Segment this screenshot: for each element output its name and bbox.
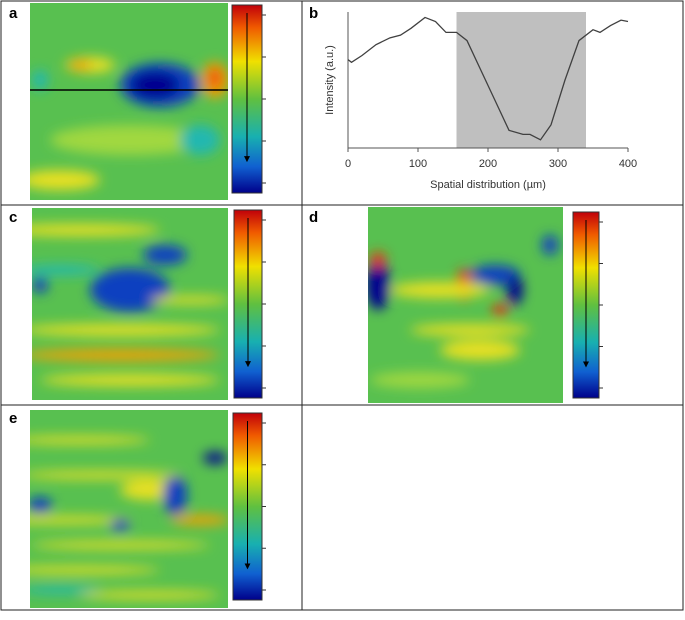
heat-blob bbox=[32, 324, 220, 336]
heat-blob bbox=[30, 516, 130, 524]
heat-blob bbox=[110, 519, 130, 531]
panel-label: c bbox=[9, 209, 17, 226]
x-tick-label: 100 bbox=[409, 158, 427, 170]
heatmap bbox=[30, 410, 228, 608]
heatmap-blobs bbox=[30, 57, 228, 190]
heatmap-bg bbox=[30, 3, 228, 200]
heat-blob bbox=[203, 452, 227, 464]
x-tick-label: 300 bbox=[549, 158, 567, 170]
heatmap-blobs bbox=[368, 235, 558, 388]
heatmap-blobs bbox=[30, 436, 228, 599]
heat-blob bbox=[68, 60, 92, 70]
heat-blob bbox=[370, 372, 470, 388]
heat-blob bbox=[40, 374, 220, 386]
heat-blob bbox=[150, 296, 228, 304]
heat-blob bbox=[507, 275, 523, 305]
heat-blob bbox=[163, 475, 187, 515]
x-axis-label: Spatial distribution (µm) bbox=[430, 179, 546, 191]
heatmap-blobs bbox=[32, 224, 228, 386]
heatmap bbox=[30, 3, 228, 200]
panel-label: b bbox=[309, 5, 318, 22]
heat-blob bbox=[32, 224, 160, 236]
x-tick-label: 0 bbox=[345, 158, 351, 170]
heat-blob bbox=[470, 265, 520, 285]
heat-blob bbox=[542, 235, 558, 255]
heat-blob bbox=[370, 252, 386, 268]
x-tick-label: 400 bbox=[619, 158, 637, 170]
heat-blob bbox=[180, 125, 220, 155]
heat-blob bbox=[32, 70, 48, 90]
heatmap bbox=[32, 208, 228, 400]
heat-blob bbox=[30, 471, 180, 479]
heat-blob bbox=[143, 245, 187, 265]
heat-blob bbox=[80, 591, 220, 599]
heat-blob bbox=[492, 304, 508, 316]
heat-blob bbox=[50, 125, 210, 155]
heat-blob bbox=[130, 71, 180, 99]
heatmap bbox=[368, 207, 563, 403]
heatmap-bg bbox=[368, 207, 563, 403]
heat-blob bbox=[30, 436, 150, 444]
heat-blob bbox=[30, 586, 100, 594]
heat-blob bbox=[30, 497, 52, 513]
heat-blob bbox=[390, 282, 490, 298]
heat-blob bbox=[440, 340, 520, 360]
heat-blob bbox=[30, 566, 160, 574]
x-tick-label: 200 bbox=[479, 158, 497, 170]
y-axis-label: Intensity (a.u.) bbox=[324, 45, 336, 115]
shaded-region bbox=[456, 12, 586, 148]
panel-label: e bbox=[9, 410, 17, 427]
heat-blob bbox=[30, 541, 210, 549]
heat-blob bbox=[410, 324, 530, 336]
heat-blob bbox=[30, 170, 100, 190]
intensity-line bbox=[347, 16, 629, 141]
panel-label: a bbox=[9, 5, 18, 22]
heat-blob bbox=[32, 349, 220, 361]
panel-label: d bbox=[309, 209, 318, 226]
heat-blob bbox=[368, 260, 390, 310]
heat-blob bbox=[32, 265, 100, 275]
heat-blob bbox=[170, 515, 228, 525]
heat-blob bbox=[32, 277, 48, 293]
heat-blob bbox=[209, 68, 221, 88]
heat-blob bbox=[90, 268, 170, 312]
